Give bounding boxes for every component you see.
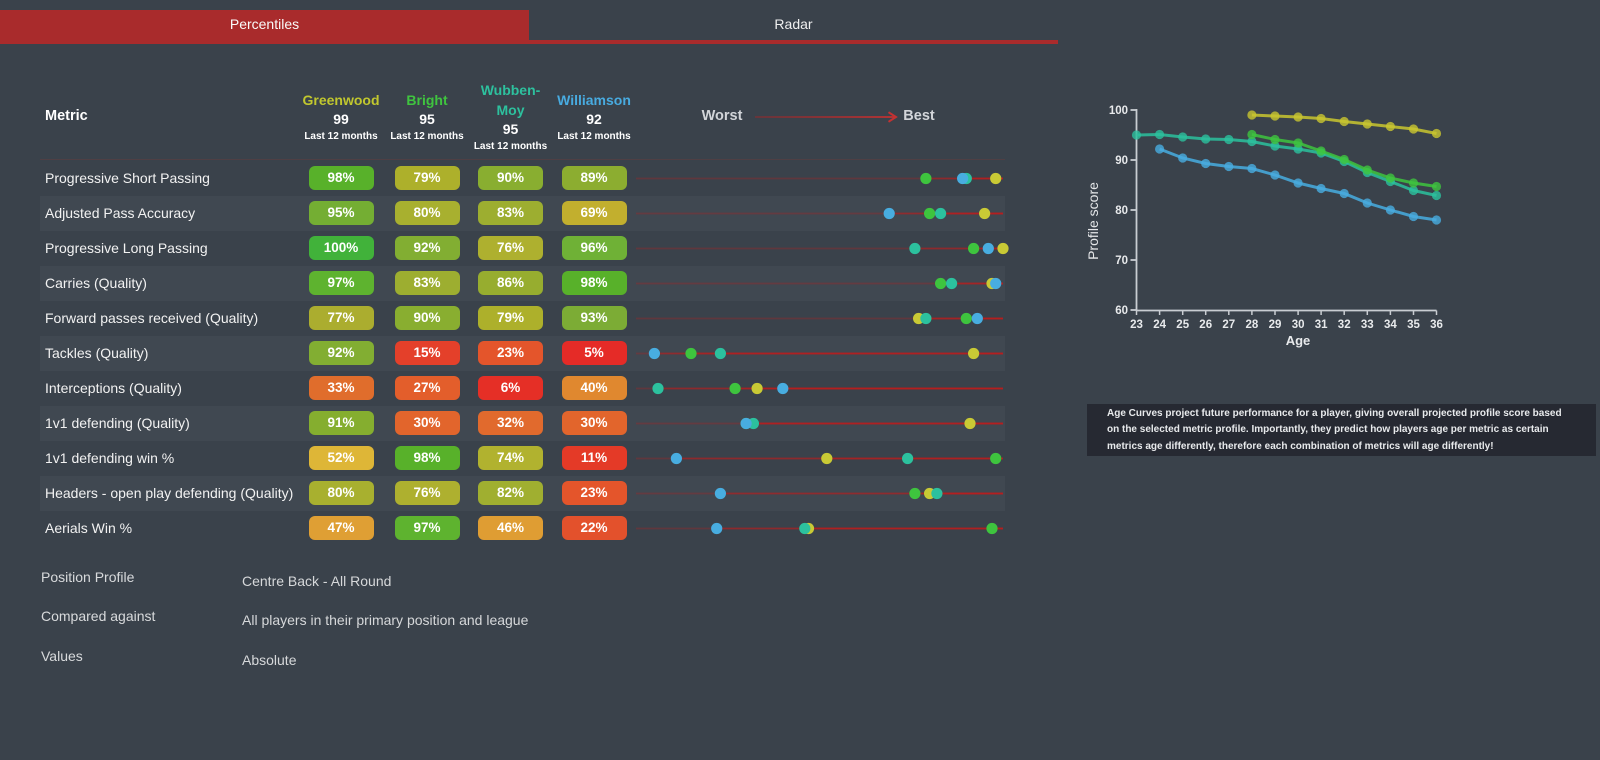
svg-text:30: 30 [1292,319,1305,331]
svg-text:35: 35 [1407,319,1420,331]
svg-text:25: 25 [1176,319,1189,331]
svg-text:23: 23 [1130,319,1143,331]
svg-text:60: 60 [1115,305,1128,317]
svg-text:29: 29 [1269,319,1282,331]
svg-text:27: 27 [1222,319,1235,331]
svg-text:100: 100 [1109,105,1128,117]
svg-text:33: 33 [1361,319,1374,331]
svg-text:31: 31 [1315,319,1328,331]
svg-text:24: 24 [1153,319,1166,331]
svg-text:36: 36 [1430,319,1443,331]
svg-text:70: 70 [1115,255,1128,267]
svg-text:90: 90 [1115,155,1128,167]
svg-text:Age: Age [1286,333,1311,348]
svg-text:32: 32 [1338,319,1351,331]
svg-text:34: 34 [1384,319,1397,331]
svg-text:Profile score: Profile score [1085,182,1101,260]
svg-text:26: 26 [1199,319,1212,331]
svg-text:28: 28 [1246,319,1259,331]
svg-text:80: 80 [1115,205,1128,217]
